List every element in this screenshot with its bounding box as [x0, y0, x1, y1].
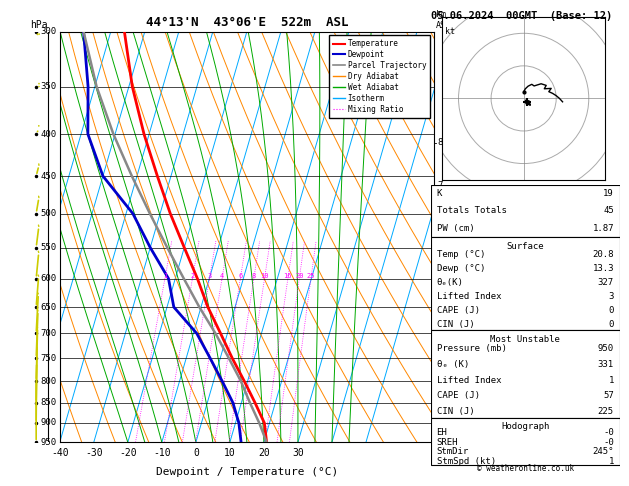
Text: Pressure (mb): Pressure (mb)	[437, 344, 506, 353]
Text: Mixing Ratio (g/kg): Mixing Ratio (g/kg)	[445, 190, 454, 284]
Text: -0: -0	[603, 428, 614, 437]
Title: 44°13'N  43°06'E  522m  ASL: 44°13'N 43°06'E 522m ASL	[146, 16, 348, 29]
Text: 2: 2	[437, 374, 442, 383]
Text: 600: 600	[41, 274, 57, 283]
Text: PW (cm): PW (cm)	[437, 224, 474, 233]
Legend: Temperature, Dewpoint, Parcel Trajectory, Dry Adiabat, Wet Adiabat, Isotherm, Mi: Temperature, Dewpoint, Parcel Trajectory…	[330, 35, 430, 118]
Text: 25: 25	[307, 273, 315, 278]
Text: θₑ(K): θₑ(K)	[437, 278, 464, 287]
Text: Totals Totals: Totals Totals	[437, 207, 506, 215]
Text: 1: 1	[163, 273, 167, 278]
FancyBboxPatch shape	[431, 330, 620, 418]
Text: 05.06.2024  00GMT  (Base: 12): 05.06.2024 00GMT (Base: 12)	[431, 11, 612, 21]
Text: 1: 1	[608, 457, 614, 466]
Text: 950: 950	[598, 344, 614, 353]
Text: 30: 30	[292, 449, 304, 458]
Text: 5: 5	[437, 255, 442, 263]
Text: 20.8: 20.8	[593, 250, 614, 259]
Text: K: K	[437, 189, 442, 198]
Text: © weatheronline.co.uk: © weatheronline.co.uk	[477, 464, 574, 473]
Text: km
ASL: km ASL	[436, 10, 451, 30]
Text: 1: 1	[608, 376, 614, 384]
Text: Surface: Surface	[506, 242, 544, 251]
Text: 7: 7	[437, 181, 442, 190]
Text: -10: -10	[153, 449, 170, 458]
Text: 13.3: 13.3	[593, 264, 614, 273]
Text: StmSpd (kt): StmSpd (kt)	[437, 457, 496, 466]
Text: 350: 350	[41, 82, 57, 91]
Text: CAPE (J): CAPE (J)	[437, 391, 479, 400]
Text: -0: -0	[603, 438, 614, 447]
Text: 0: 0	[608, 320, 614, 330]
Text: 900: 900	[41, 418, 57, 428]
Text: 6: 6	[238, 273, 242, 278]
Text: 2: 2	[191, 273, 194, 278]
Text: Temp (°C): Temp (°C)	[437, 250, 485, 259]
Text: 750: 750	[41, 353, 57, 363]
Text: 3: 3	[208, 273, 211, 278]
Text: Lifted Index: Lifted Index	[437, 376, 501, 384]
Text: LCL: LCL	[437, 400, 451, 409]
Text: 225: 225	[598, 407, 614, 416]
Text: 400: 400	[41, 130, 57, 139]
Text: -20: -20	[119, 449, 136, 458]
Text: 1: 1	[437, 417, 442, 427]
Text: 16: 16	[284, 273, 292, 278]
Text: 8: 8	[252, 273, 256, 278]
Text: -30: -30	[85, 449, 103, 458]
Text: CIN (J): CIN (J)	[437, 407, 474, 416]
Text: Dewp (°C): Dewp (°C)	[437, 264, 485, 273]
Text: 10: 10	[224, 449, 236, 458]
Text: 20: 20	[258, 449, 270, 458]
Text: 57: 57	[603, 391, 614, 400]
Text: Most Unstable: Most Unstable	[490, 335, 560, 344]
Text: 4: 4	[220, 273, 224, 278]
Text: 327: 327	[598, 278, 614, 287]
Text: 500: 500	[41, 209, 57, 218]
Text: CIN (J): CIN (J)	[437, 320, 474, 330]
Text: Dewpoint / Temperature (°C): Dewpoint / Temperature (°C)	[156, 467, 338, 477]
Text: Lifted Index: Lifted Index	[437, 292, 501, 301]
Text: 331: 331	[598, 360, 614, 369]
Text: Hodograph: Hodograph	[501, 422, 549, 432]
Text: 8: 8	[437, 139, 442, 147]
Text: kt: kt	[445, 27, 455, 36]
Text: 45: 45	[603, 207, 614, 215]
Text: 4: 4	[437, 285, 442, 294]
Text: θₑ (K): θₑ (K)	[437, 360, 469, 369]
Text: 950: 950	[41, 438, 57, 447]
Text: 0: 0	[608, 306, 614, 315]
Text: 3: 3	[437, 329, 442, 338]
Text: EH: EH	[437, 428, 447, 437]
Text: 1.87: 1.87	[593, 224, 614, 233]
Text: 3: 3	[608, 292, 614, 301]
Text: 0: 0	[193, 449, 199, 458]
Text: hPa: hPa	[30, 19, 48, 30]
Text: -40: -40	[51, 449, 69, 458]
Text: 450: 450	[41, 172, 57, 180]
Text: 700: 700	[41, 329, 57, 338]
Text: 10: 10	[260, 273, 269, 278]
Text: 300: 300	[41, 27, 57, 36]
Text: 850: 850	[41, 398, 57, 407]
Text: 20: 20	[295, 273, 304, 278]
Text: 800: 800	[41, 377, 57, 385]
Text: 245°: 245°	[593, 447, 614, 456]
FancyBboxPatch shape	[431, 418, 620, 465]
Text: 550: 550	[41, 243, 57, 252]
Text: CAPE (J): CAPE (J)	[437, 306, 479, 315]
Text: SREH: SREH	[437, 438, 458, 447]
Text: 6: 6	[437, 216, 442, 225]
Text: StmDir: StmDir	[437, 447, 469, 456]
FancyBboxPatch shape	[431, 237, 620, 330]
FancyBboxPatch shape	[431, 185, 620, 237]
Text: 19: 19	[603, 189, 614, 198]
Text: 650: 650	[41, 303, 57, 312]
